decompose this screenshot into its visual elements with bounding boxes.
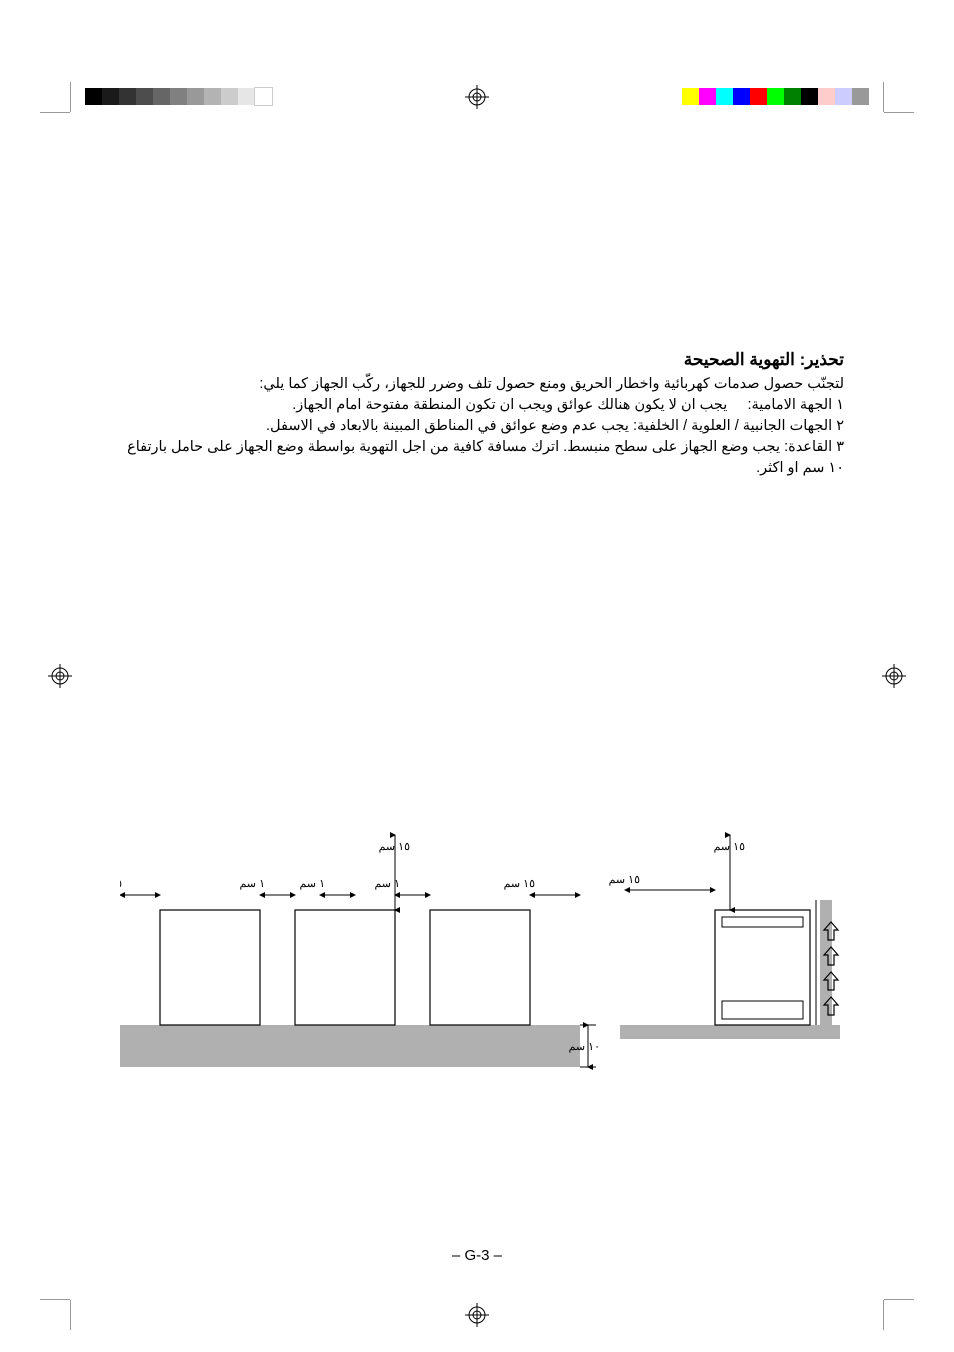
warning-title: تحذير: التهوية الصحيحة <box>110 350 844 370</box>
ventilation-diagram: ١٥ سم ١٥ سم ١٥ سم ١٥ سم ١ سم ١ سم ١ سم ١… <box>120 815 840 1145</box>
registration-mark-icon <box>465 1303 489 1327</box>
registration-mark-icon <box>48 664 72 688</box>
registration-mark-icon <box>882 664 906 688</box>
dim-label: ١٥ سم <box>609 874 641 886</box>
crop-mark <box>884 112 914 113</box>
item-2: ٢ الجهات الجانبية / العلوية / الخلفية: ي… <box>110 416 844 437</box>
title-main: التهوية الصحيحة <box>684 350 795 369</box>
crop-mark <box>40 1299 70 1300</box>
item-1-text: يجب ان لا يكون هنالك عوائق ويجب ان تكون … <box>292 397 727 413</box>
dim-label: ١ سم <box>239 878 265 890</box>
colorbar-color <box>682 88 869 105</box>
crop-mark <box>70 82 71 112</box>
dim-label: ١٥ سم <box>504 878 536 890</box>
item-3: ٣ القاعدة: يجب وضع الجهاز على سطح منبسط.… <box>110 437 844 479</box>
crop-mark <box>883 1300 884 1330</box>
warning-section: تحذير: التهوية الصحيحة لتجنّب حصول صدمات… <box>110 350 844 479</box>
dim-label: ١٥ سم <box>714 841 746 853</box>
colorbar-grayscale <box>85 88 272 105</box>
dim-label: ١ سم <box>299 878 325 890</box>
dim-label: ١ سم <box>374 878 400 890</box>
crop-mark <box>70 1300 71 1330</box>
crop-mark <box>40 112 70 113</box>
intro-text: لتجنّب حصول صدمات كهربائية واخطار الحريق… <box>110 374 844 395</box>
crop-mark <box>884 1299 914 1300</box>
page-number: – G-3 – <box>0 1247 954 1264</box>
item-1: ١ الجهة الامامية: يجب ان لا يكون هنالك ع… <box>110 395 844 416</box>
dim-label: ١٥ سم <box>379 841 411 853</box>
registration-mark-icon <box>465 85 489 109</box>
title-prefix: تحذير: <box>800 350 844 369</box>
dim-label: ١٥ سم <box>120 878 122 890</box>
dim-label: ١٠ سم <box>569 1041 600 1053</box>
crop-mark <box>883 82 884 112</box>
item-1-label: ١ الجهة الامامية: <box>747 397 844 413</box>
